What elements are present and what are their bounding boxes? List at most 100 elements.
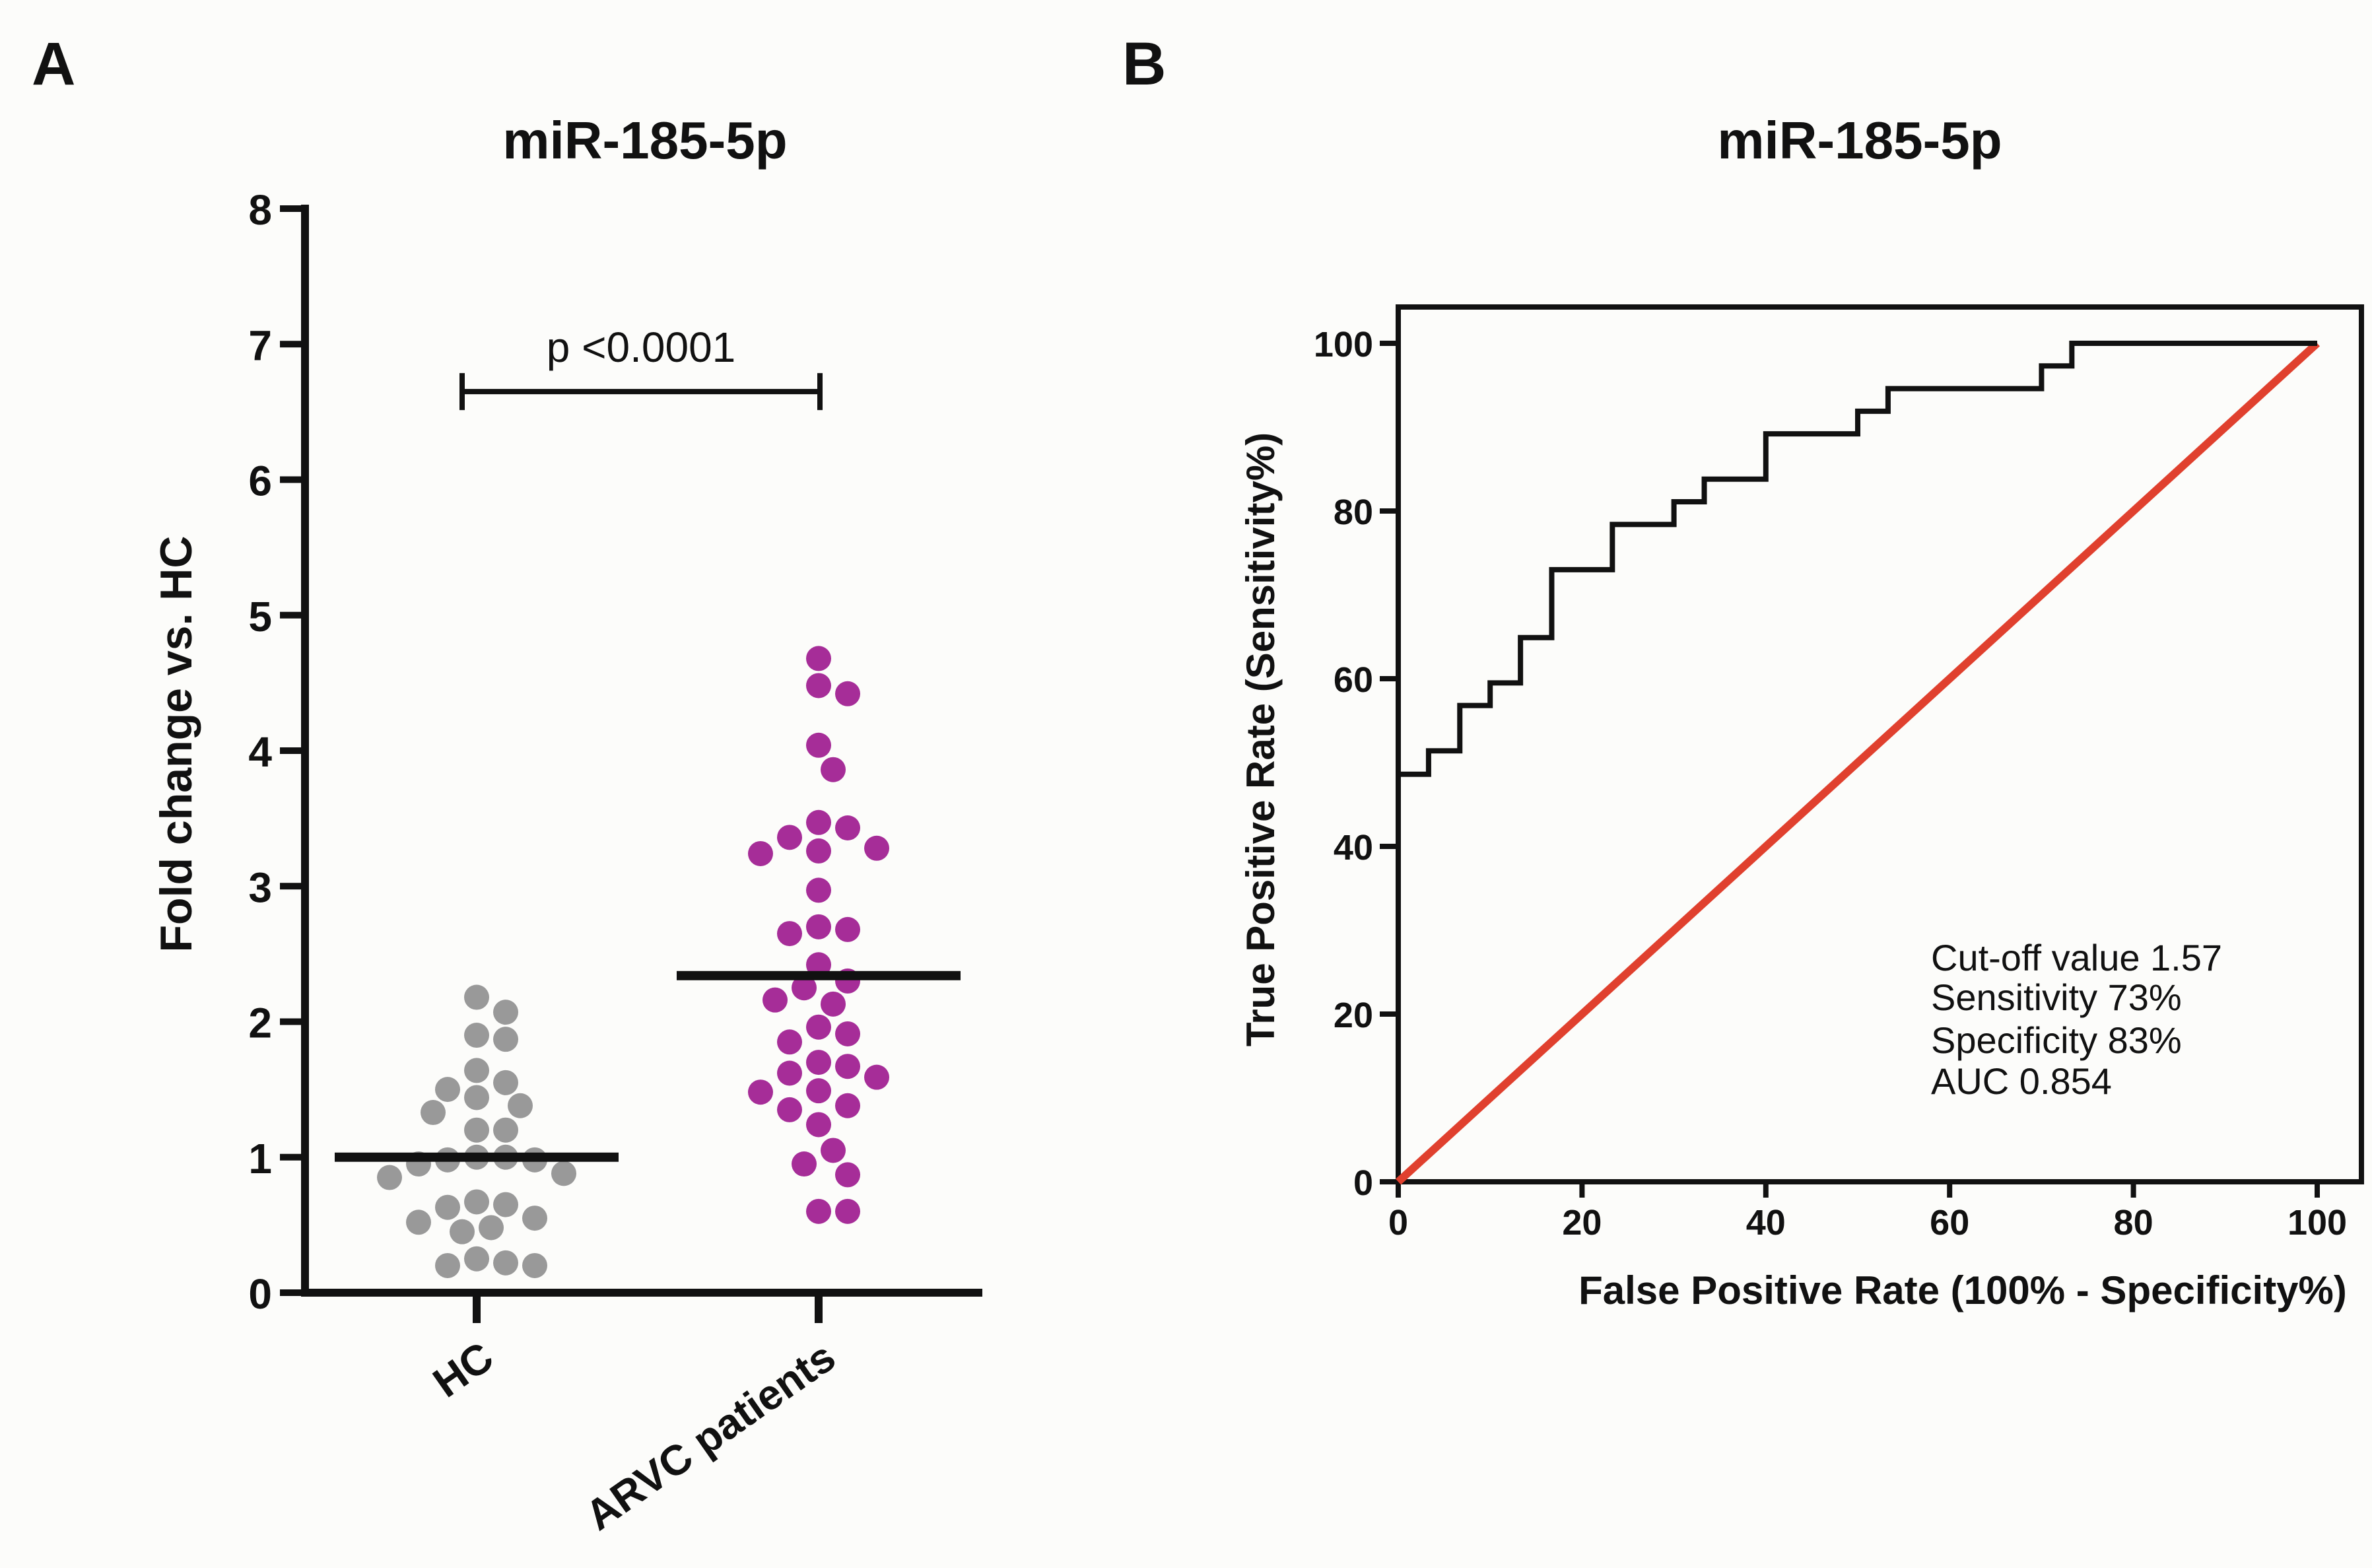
data-point bbox=[406, 1210, 431, 1235]
x-category-label: ARVC patients bbox=[577, 1332, 844, 1539]
y-tick-label: 1 bbox=[248, 1135, 272, 1182]
specificity-text: Specificity 83% bbox=[1931, 1019, 2182, 1061]
roc-y-tick-label: 60 bbox=[1334, 660, 1373, 700]
data-point bbox=[806, 673, 831, 699]
roc-y-ticks: 0 20 40 60 80 100 bbox=[1314, 325, 1398, 1203]
data-point bbox=[435, 1194, 460, 1220]
data-point bbox=[493, 1027, 518, 1052]
data-point bbox=[464, 984, 489, 1010]
data-point bbox=[792, 975, 817, 1001]
scatter-plot-panel: miR-185-5p Fold change vs. HC 012345678 … bbox=[151, 111, 982, 1540]
data-point bbox=[835, 916, 860, 942]
data-point bbox=[493, 1250, 518, 1276]
data-point bbox=[464, 1023, 489, 1048]
data-point bbox=[806, 732, 831, 758]
roc-x-tick-label: 0 bbox=[1388, 1203, 1408, 1243]
roc-y-axis-label: True Positive Rate (Sensitivity%) bbox=[1238, 432, 1283, 1046]
data-point bbox=[806, 838, 831, 864]
scatter-y-axis-label: Fold change vs. HC bbox=[151, 536, 201, 953]
roc-x-tick-label: 20 bbox=[1562, 1203, 1602, 1243]
data-point bbox=[479, 1215, 504, 1241]
roc-stats-box: Cut-off value 1.57 Sensitivity 73% Speci… bbox=[1931, 937, 2222, 1102]
data-point bbox=[835, 1198, 860, 1224]
data-point bbox=[821, 1138, 846, 1163]
data-point bbox=[748, 840, 773, 866]
data-point bbox=[508, 1093, 533, 1118]
x-category-label: HC bbox=[424, 1332, 502, 1406]
sensitivity-text: Sensitivity 73% bbox=[1931, 976, 2182, 1018]
data-point bbox=[493, 1117, 518, 1143]
scatter-title: miR-185-5p bbox=[502, 111, 787, 170]
data-point bbox=[551, 1161, 576, 1186]
data-point bbox=[464, 1117, 489, 1143]
scatter-y-ticks: 0 1 2 3 4 5 6 7 8 bbox=[248, 186, 305, 1318]
y-tick-label: 0 bbox=[248, 1270, 272, 1318]
data-point bbox=[777, 921, 802, 947]
data-point bbox=[806, 877, 831, 903]
panel-b-label: B bbox=[1122, 30, 1166, 98]
data-point bbox=[835, 1162, 860, 1188]
roc-y-tick-label: 20 bbox=[1334, 996, 1373, 1035]
data-point bbox=[792, 1151, 817, 1177]
scatter-means bbox=[335, 971, 961, 1162]
data-point bbox=[450, 1219, 475, 1244]
data-point bbox=[435, 1077, 460, 1103]
data-point bbox=[493, 1192, 518, 1217]
data-point bbox=[777, 1097, 802, 1122]
data-point bbox=[835, 815, 860, 840]
significance-bracket: p <0.0001 bbox=[459, 324, 823, 411]
data-point bbox=[864, 835, 889, 861]
y-tick-label: 5 bbox=[248, 593, 272, 640]
data-point bbox=[806, 1050, 831, 1075]
roc-y-tick-label: 80 bbox=[1334, 493, 1373, 532]
data-point bbox=[762, 987, 788, 1013]
y-tick-label: 3 bbox=[248, 864, 272, 911]
p-value-label: p <0.0001 bbox=[547, 324, 736, 371]
cutoff-value-text: Cut-off value 1.57 bbox=[1931, 937, 2222, 978]
roc-plot-frame bbox=[1396, 304, 2364, 1184]
data-point bbox=[806, 646, 831, 671]
data-point bbox=[777, 1029, 802, 1055]
y-tick-label: 4 bbox=[248, 728, 272, 776]
roc-title: miR-185-5p bbox=[1717, 111, 2002, 170]
data-point bbox=[835, 1093, 860, 1118]
data-point bbox=[806, 1078, 831, 1104]
data-point bbox=[864, 1064, 889, 1090]
roc-x-tick-label: 40 bbox=[1746, 1203, 1786, 1243]
data-point bbox=[464, 1058, 489, 1083]
y-tick-label: 6 bbox=[248, 458, 272, 505]
y-tick-label: 2 bbox=[248, 1000, 272, 1047]
data-point bbox=[835, 1054, 860, 1079]
data-point bbox=[777, 1060, 802, 1086]
data-point bbox=[806, 1198, 831, 1224]
y-tick-label: 8 bbox=[248, 186, 272, 234]
reference-diagonal-line bbox=[1395, 340, 2321, 1185]
data-point bbox=[821, 757, 846, 782]
data-point bbox=[493, 1000, 518, 1025]
roc-x-tick-label: 80 bbox=[2114, 1203, 2153, 1243]
data-point bbox=[493, 1070, 518, 1095]
roc-curve-line bbox=[1398, 341, 2317, 777]
roc-x-axis-label: False Positive Rate (100% - Specificity%… bbox=[1578, 1268, 2347, 1312]
roc-x-tick-label: 100 bbox=[2287, 1203, 2347, 1243]
y-tick-label: 7 bbox=[248, 322, 272, 369]
data-point bbox=[464, 1189, 489, 1215]
panel-a-label: A bbox=[32, 30, 75, 98]
data-point bbox=[806, 1014, 831, 1040]
roc-x-ticks: 0 20 40 60 80 100 bbox=[1388, 1182, 2347, 1243]
data-point bbox=[421, 1100, 446, 1126]
data-point bbox=[806, 809, 831, 835]
data-point bbox=[806, 1112, 831, 1138]
roc-y-tick-label: 100 bbox=[1314, 325, 1373, 364]
data-point bbox=[835, 1021, 860, 1046]
roc-x-tick-label: 60 bbox=[1930, 1203, 1969, 1243]
roc-y-tick-label: 0 bbox=[1353, 1163, 1373, 1203]
data-point bbox=[821, 991, 846, 1017]
scatter-x-ticks: HC ARVC patients bbox=[424, 1293, 844, 1540]
data-point bbox=[464, 1246, 489, 1272]
data-point bbox=[835, 681, 860, 706]
data-point bbox=[522, 1206, 547, 1231]
data-point bbox=[377, 1165, 402, 1190]
auc-text: AUC 0.854 bbox=[1931, 1060, 2112, 1102]
